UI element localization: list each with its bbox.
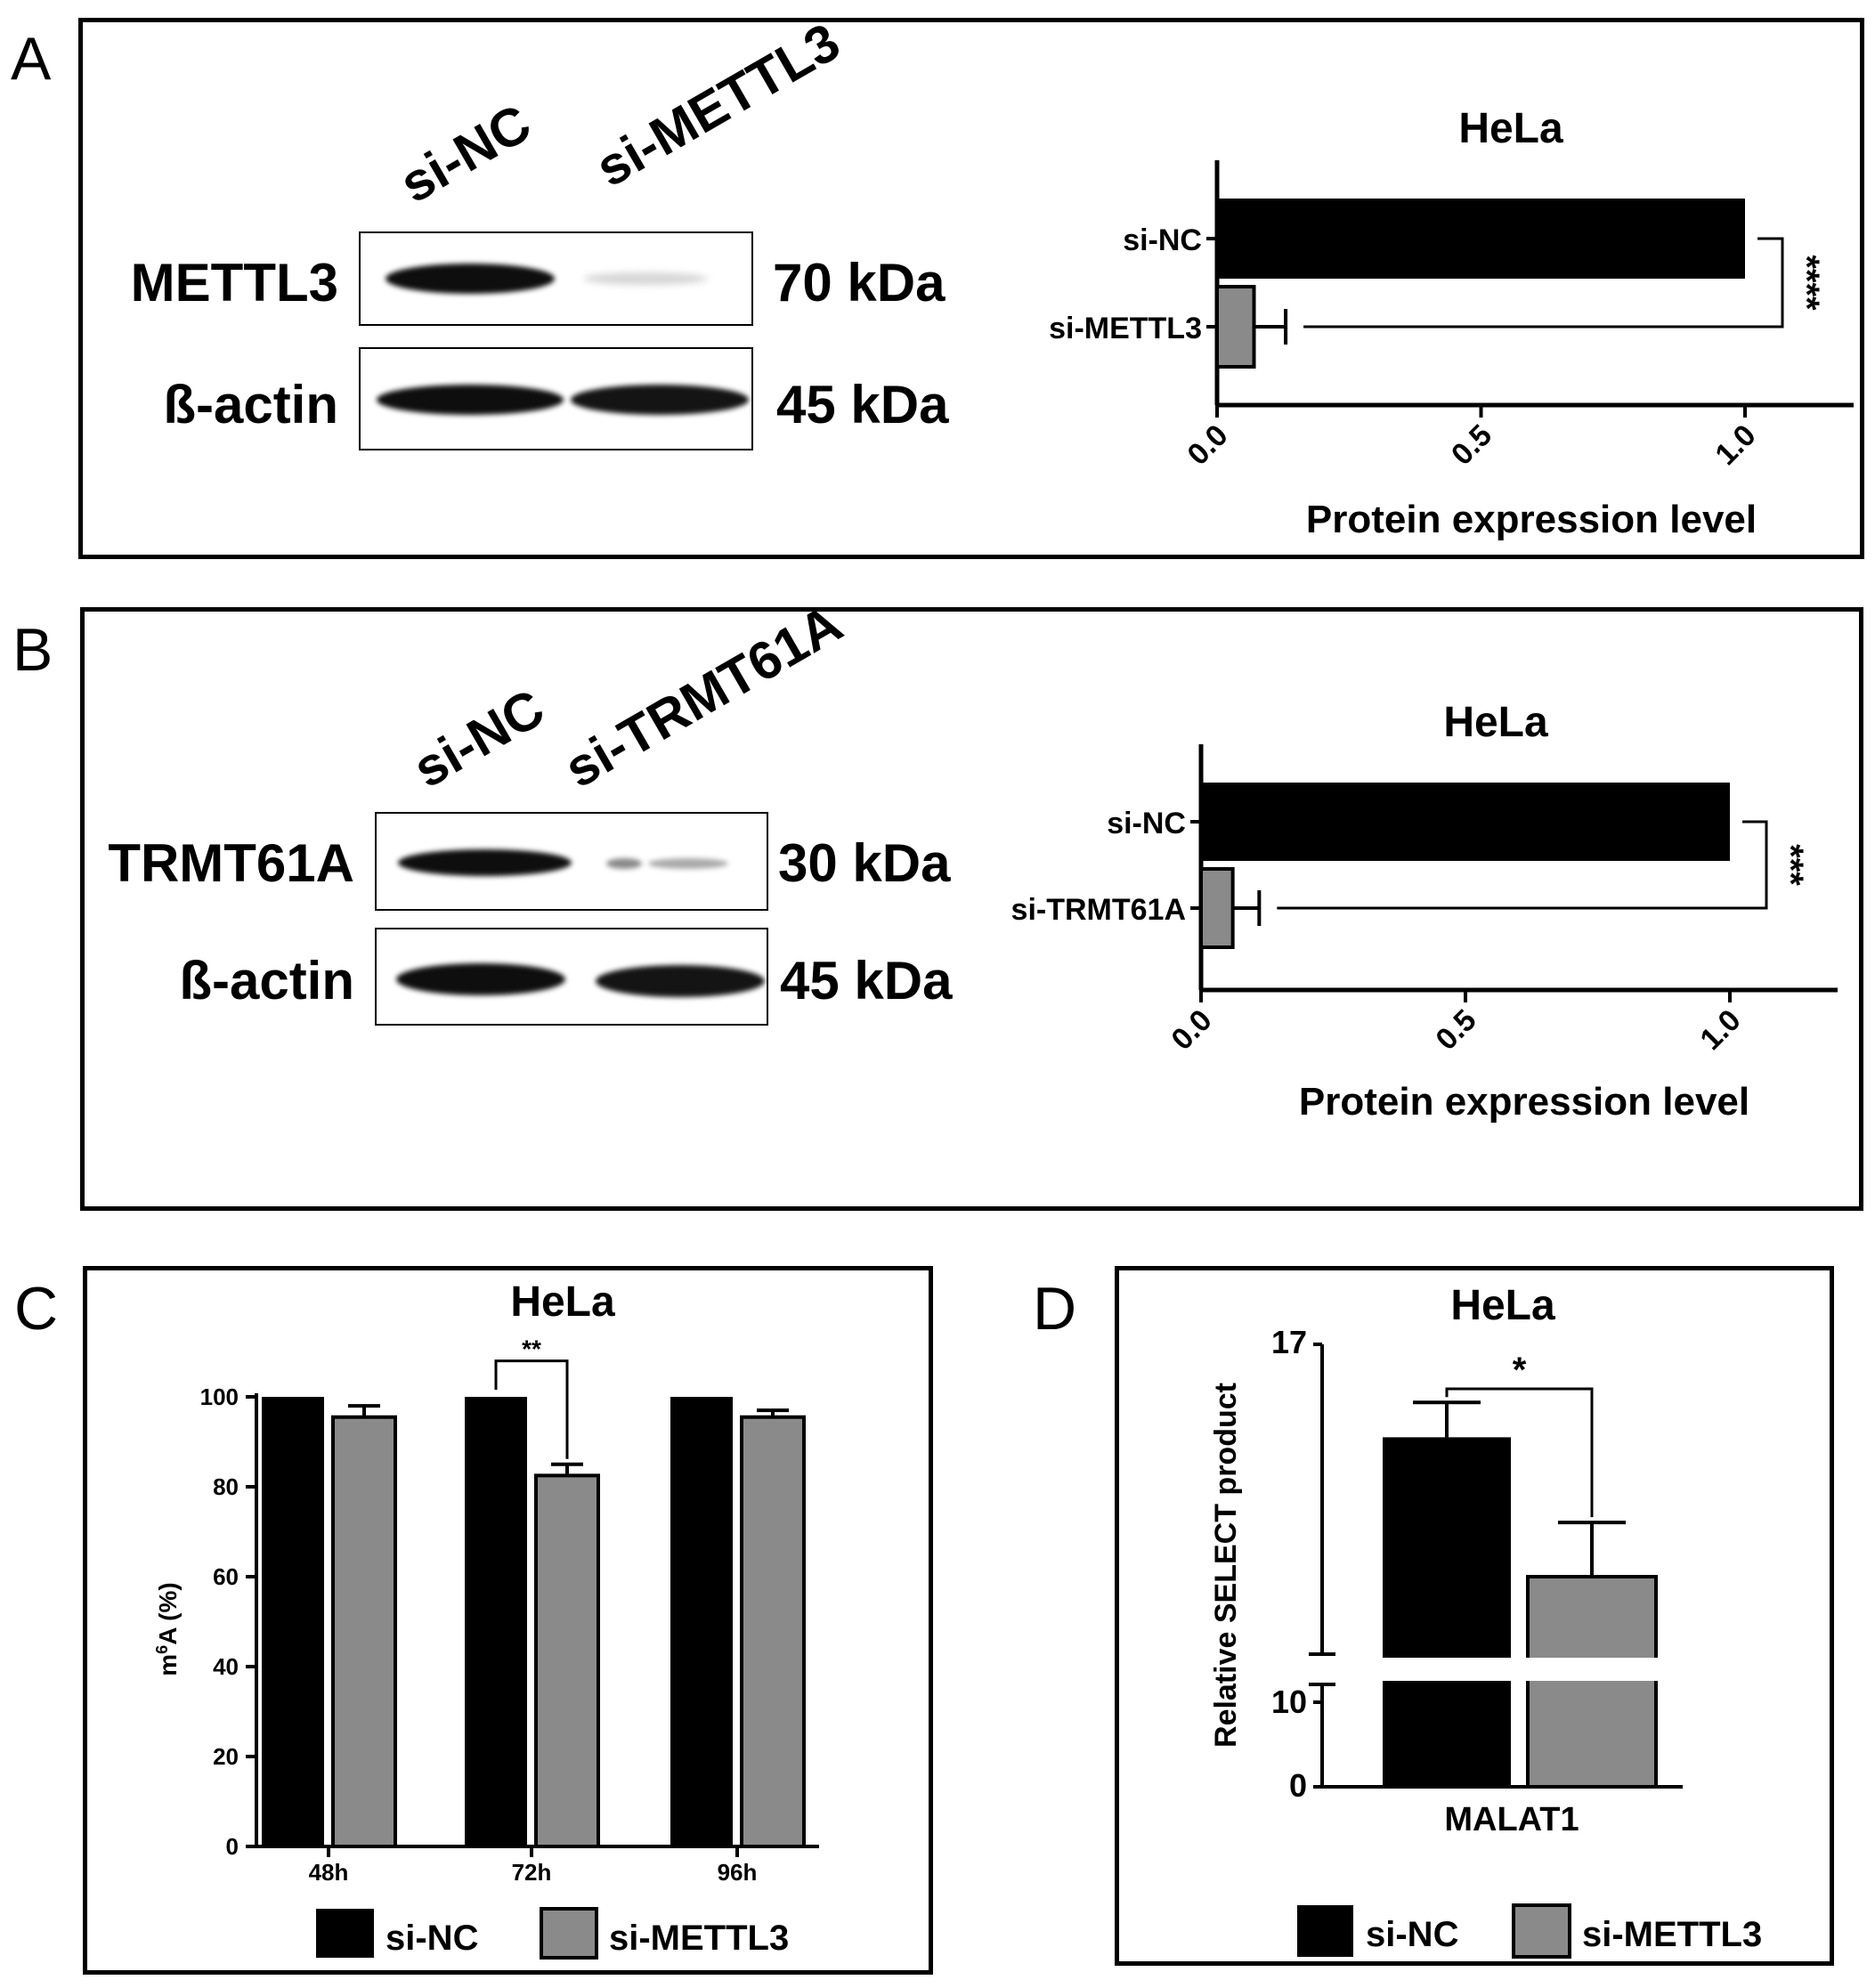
- chart-b-xlabel: Protein expression level: [1299, 1080, 1749, 1124]
- chart-a-bar-si-mettl3: [1215, 285, 1256, 369]
- panel-label-c: C: [14, 1275, 59, 1343]
- chart-d-legend-label-si-nc: si-NC: [1366, 1915, 1458, 1954]
- chart-d-bar-si-NC: [1383, 1437, 1511, 1787]
- chart-c-legend-swatch-si-mettl3: [540, 1907, 598, 1960]
- blot-label-beta-actin-b: ß-actin: [179, 951, 354, 1010]
- chart-a-xlabel: Protein expression level: [1306, 498, 1757, 541]
- blot-beta-actin-a: [359, 347, 753, 450]
- chart-d-ytick-label-17: 17: [1271, 1324, 1307, 1360]
- chart-a-title: HeLa: [1458, 105, 1563, 152]
- chart-a-cat-label-1: si-METTL3: [1049, 312, 1202, 345]
- chart-d-axis-gap: [1376, 1658, 1660, 1681]
- band-actin-a-si-mettl3: [571, 385, 749, 415]
- chart-d-legend-swatch-si-mettl3: [1512, 1903, 1571, 1959]
- chart-c-ytick-label-60: 60: [213, 1563, 239, 1590]
- chart-a-cat-label-0: si-NC: [1123, 223, 1202, 257]
- chart-c-significance: **: [522, 1335, 541, 1363]
- chart-a-significance-bracket: [1303, 237, 1784, 329]
- chart-c-bar-si-NC-72h: [465, 1397, 527, 1846]
- chart-d-ytick-label-10: 10: [1271, 1684, 1307, 1720]
- chart-c-ylabel: m6A (%): [153, 1582, 182, 1676]
- chart-c-legend-label-si-mettl3: si-METTL3: [609, 1919, 789, 1958]
- chart-c-bar-si-METTL3-72h: [534, 1473, 600, 1848]
- chart-c-title: HeLa: [510, 1278, 615, 1326]
- chart-b-bar-si-nc: [1201, 783, 1730, 861]
- band-trmt61a-si-trmt61a-2: [648, 858, 728, 869]
- band-trmt61a-si-nc: [398, 849, 572, 876]
- panel-c-frame: [83, 1266, 933, 1975]
- band-actin-b-si-nc: [396, 963, 565, 995]
- chart-c-ytick-label-20: 20: [213, 1743, 239, 1770]
- chart-b-significance: ***: [1771, 844, 1810, 886]
- chart-c-ytick-label-80: 80: [213, 1473, 239, 1500]
- panel-label-a: A: [11, 25, 52, 93]
- chart-b-significance-bracket: [1277, 820, 1768, 910]
- chart-c-ytick-label-40: 40: [213, 1653, 239, 1680]
- chart-d-ytick-label-0: 0: [1289, 1767, 1307, 1804]
- chart-d-legend-swatch-si-nc: [1297, 1905, 1353, 1957]
- chart-d-bar-si-METTL3: [1526, 1575, 1658, 1789]
- panel-a-frame: [78, 18, 1864, 559]
- chart-c-ytick-label-0: 0: [226, 1833, 239, 1860]
- chart-c-xtick-label-48h: 48h: [309, 1859, 349, 1886]
- size-label-45kda-b: 45 kDa: [780, 951, 953, 1010]
- chart-b-cat-label-0: si-NC: [1107, 807, 1186, 840]
- blot-label-trmt61a: TRMT61A: [108, 833, 354, 893]
- chart-a-significance: ****: [1787, 255, 1826, 311]
- chart-c-xtick-label-72h: 72h: [512, 1859, 552, 1886]
- chart-c-bar-si-NC-48h: [262, 1397, 324, 1846]
- blot-mettl3: [359, 231, 753, 326]
- chart-d-ylabel: Relative SELECT product: [1209, 1383, 1243, 1748]
- blot-label-mettl3: METTL3: [130, 253, 338, 312]
- band-trmt61a-si-trmt61a-1: [606, 858, 642, 869]
- chart-d-title: HeLa: [1450, 1282, 1555, 1329]
- panel-d-frame: [1115, 1266, 1834, 1966]
- chart-c-bar-si-METTL3-48h: [331, 1415, 397, 1848]
- chart-c-legend-label-si-nc: si-NC: [386, 1919, 478, 1958]
- chart-d-category-label: MALAT1: [1444, 1801, 1579, 1838]
- chart-d-significance: *: [1513, 1351, 1527, 1390]
- chart-c-bar-si-METTL3-96h: [740, 1415, 806, 1848]
- band-actin-b-si-trmt61a: [596, 965, 765, 997]
- size-label-70kda: 70 kDa: [773, 253, 946, 312]
- panel-b-frame: [80, 607, 1863, 1211]
- blot-beta-actin-b: [375, 928, 768, 1026]
- chart-c-legend: si-NC si-METTL3: [316, 1907, 789, 1960]
- blot-label-beta-actin-a: ß-actin: [163, 375, 338, 434]
- chart-d-legend-label-si-mettl3: si-METTL3: [1582, 1915, 1762, 1954]
- chart-c-significance-bracket: [494, 1359, 569, 1459]
- chart-c-ytick-label-100: 100: [200, 1383, 239, 1410]
- chart-c-legend-swatch-si-nc: [316, 1909, 374, 1958]
- chart-b-title: HeLa: [1443, 699, 1548, 746]
- size-label-45kda-a: 45 kDa: [776, 375, 949, 434]
- size-label-30kda: 30 kDa: [778, 833, 951, 893]
- chart-d-significance-bracket: [1445, 1387, 1594, 1518]
- band-mettl3-si-mettl3: [583, 272, 708, 285]
- band-mettl3-si-nc: [386, 264, 555, 294]
- blot-trmt61a: [375, 812, 768, 911]
- panel-label-b: B: [12, 616, 53, 684]
- panel-label-d: D: [1033, 1275, 1077, 1343]
- chart-d-legend: si-NC si-METTL3: [1297, 1903, 1762, 1959]
- band-actin-a-si-nc: [377, 385, 564, 415]
- chart-c-xtick-label-96h: 96h: [718, 1859, 758, 1886]
- chart-c-bar-si-NC-96h: [670, 1397, 733, 1846]
- chart-a-bar-si-nc: [1217, 199, 1745, 279]
- chart-b-cat-label-1: si-TRMT61A: [1011, 893, 1186, 927]
